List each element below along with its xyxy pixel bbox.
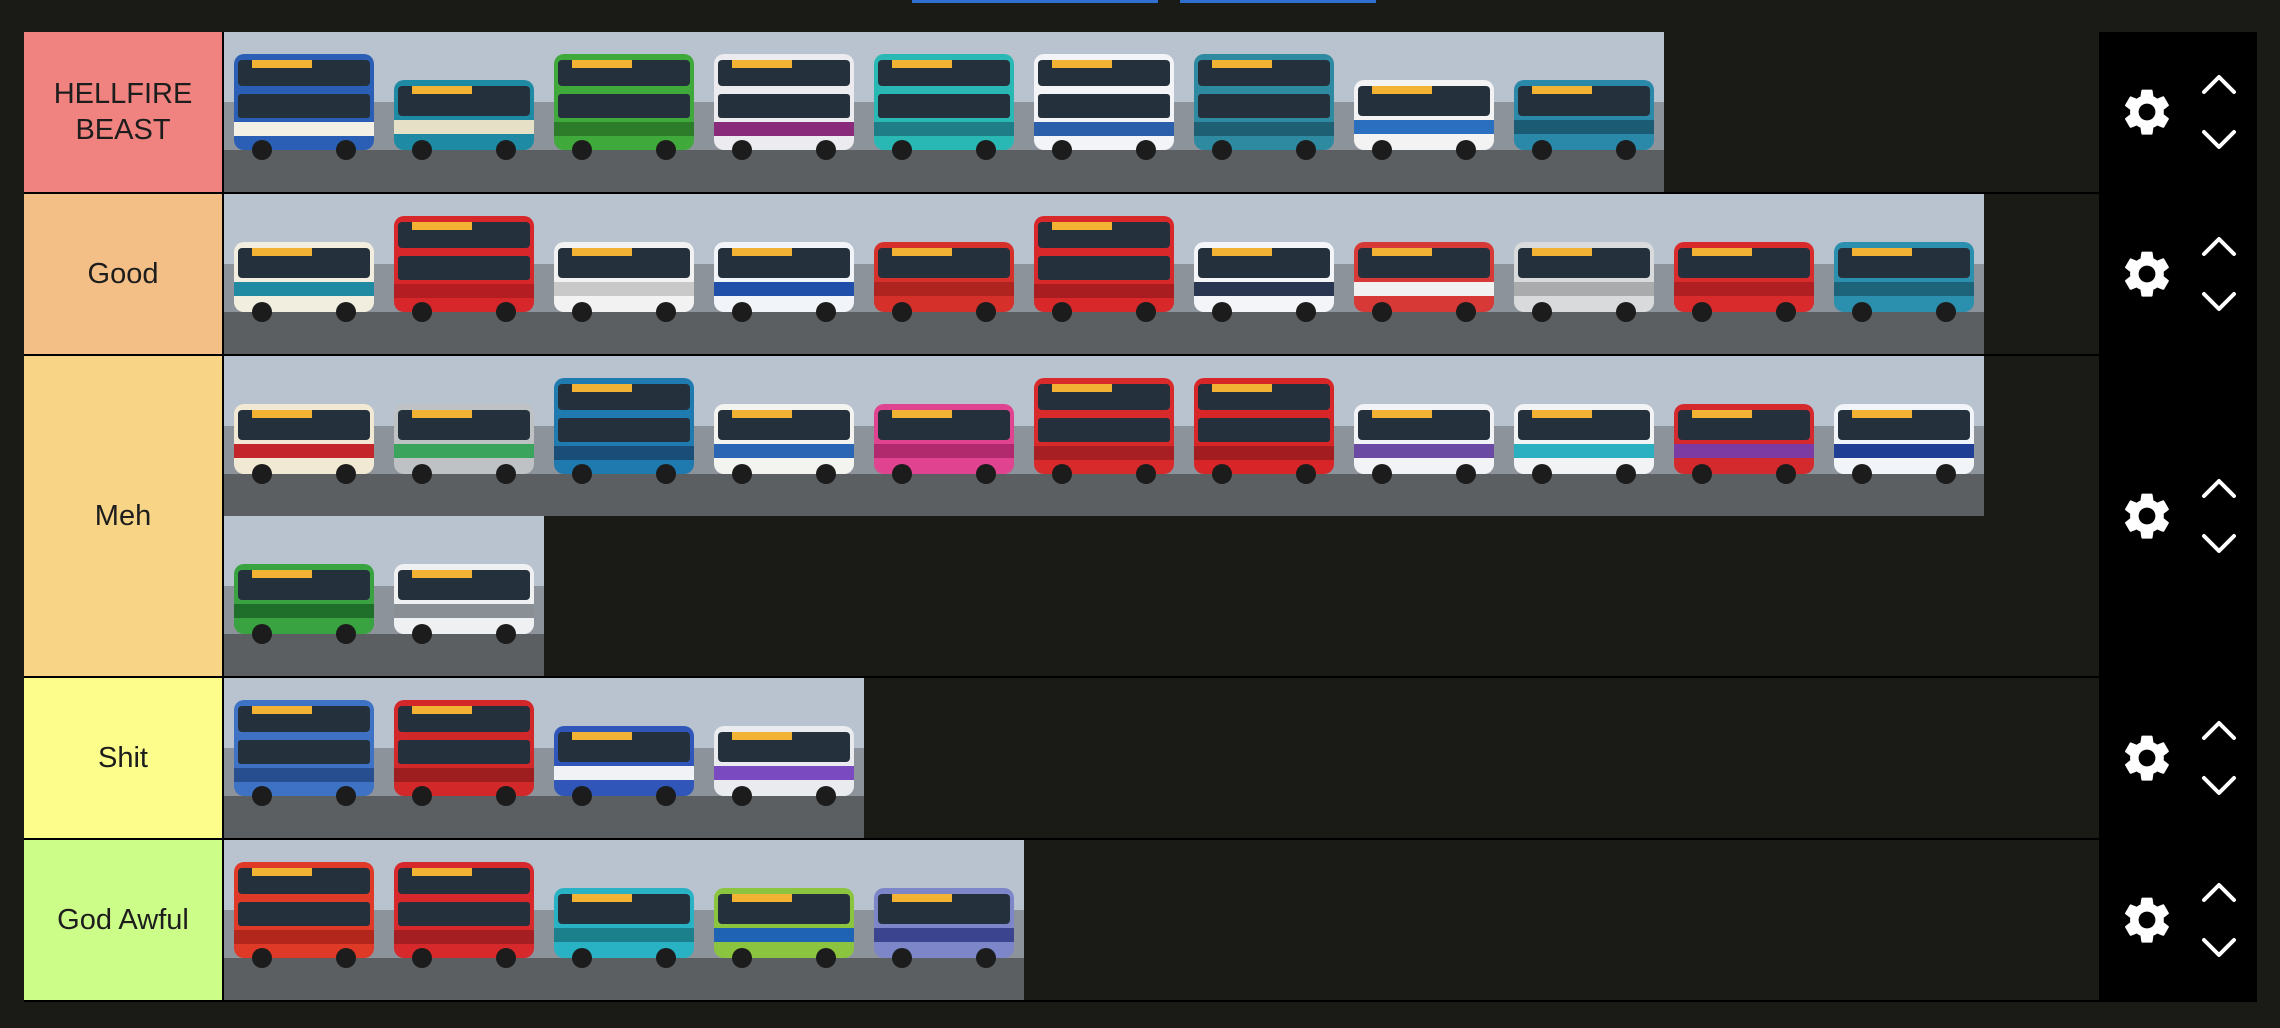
bus-image-tile[interactable] (1024, 356, 1184, 516)
tier-controls (2099, 194, 2257, 354)
bus-image-tile[interactable] (1024, 32, 1184, 192)
tier-row: Shit (24, 678, 2257, 840)
tier-items-dropzone[interactable] (224, 32, 2099, 192)
bus-image-tile[interactable] (384, 194, 544, 354)
tier-label[interactable]: Meh (24, 356, 224, 676)
bus-image-tile[interactable] (1504, 356, 1664, 516)
bus-image-tile[interactable] (704, 356, 864, 516)
tier-items-dropzone[interactable] (224, 840, 2099, 1000)
bus-image-tile[interactable] (224, 356, 384, 516)
gear-icon[interactable] (2117, 728, 2177, 788)
tier-label[interactable]: Good (24, 194, 224, 354)
tier-label[interactable]: HELLFIRE BEAST (24, 32, 224, 192)
bus-image-tile[interactable] (864, 356, 1024, 516)
move-arrows (2199, 70, 2239, 154)
chevron-up-icon[interactable] (2199, 878, 2239, 906)
bus-image-tile[interactable] (1824, 356, 1984, 516)
tier-row: God Awful (24, 840, 2257, 1002)
top-button-right[interactable] (1180, 0, 1376, 3)
bus-image-tile[interactable] (1344, 32, 1504, 192)
top-button-left[interactable] (912, 0, 1158, 3)
chevron-up-icon[interactable] (2199, 70, 2239, 98)
chevron-down-icon[interactable] (2199, 530, 2239, 558)
bus-image-tile[interactable] (1824, 194, 1984, 354)
tier-row: Good (24, 194, 2257, 356)
bus-image-tile[interactable] (224, 32, 384, 192)
gear-icon[interactable] (2117, 82, 2177, 142)
bus-image-tile[interactable] (384, 32, 544, 192)
tier-controls (2099, 678, 2257, 838)
bus-image-tile[interactable] (1184, 32, 1344, 192)
gear-icon[interactable] (2117, 890, 2177, 950)
tier-controls (2099, 356, 2257, 676)
gear-icon[interactable] (2117, 486, 2177, 546)
chevron-down-icon[interactable] (2199, 772, 2239, 800)
bus-image-tile[interactable] (1184, 356, 1344, 516)
bus-image-tile[interactable] (704, 194, 864, 354)
tier-row: Meh (24, 356, 2257, 678)
chevron-down-icon[interactable] (2199, 288, 2239, 316)
chevron-up-icon[interactable] (2199, 474, 2239, 502)
tier-list: HELLFIRE BEAST (24, 32, 2257, 1002)
bus-image-tile[interactable] (544, 840, 704, 1000)
move-arrows (2199, 878, 2239, 962)
bus-image-tile[interactable] (224, 678, 384, 838)
chevron-down-icon[interactable] (2199, 934, 2239, 962)
bus-image-tile[interactable] (1664, 356, 1824, 516)
bus-image-tile[interactable] (384, 356, 544, 516)
tier-row: HELLFIRE BEAST (24, 32, 2257, 194)
tier-items-dropzone[interactable] (224, 678, 2099, 838)
bus-image-tile[interactable] (224, 516, 384, 676)
chevron-up-icon[interactable] (2199, 232, 2239, 260)
bus-image-tile[interactable] (1344, 194, 1504, 354)
bus-image-tile[interactable] (224, 194, 384, 354)
move-arrows (2199, 474, 2239, 558)
bus-image-tile[interactable] (544, 194, 704, 354)
bus-image-tile[interactable] (1024, 194, 1184, 354)
bus-image-tile[interactable] (384, 678, 544, 838)
bus-image-tile[interactable] (864, 194, 1024, 354)
chevron-down-icon[interactable] (2199, 126, 2239, 154)
tier-label[interactable]: God Awful (24, 840, 224, 1000)
bus-image-tile[interactable] (1344, 356, 1504, 516)
bus-image-tile[interactable] (544, 356, 704, 516)
bus-image-tile[interactable] (1504, 194, 1664, 354)
gear-icon[interactable] (2117, 244, 2177, 304)
bus-image-tile[interactable] (1504, 32, 1664, 192)
bus-image-tile[interactable] (384, 840, 544, 1000)
bus-image-tile[interactable] (544, 678, 704, 838)
move-arrows (2199, 232, 2239, 316)
bus-image-tile[interactable] (1184, 194, 1344, 354)
bus-image-tile[interactable] (704, 32, 864, 192)
tier-items-dropzone[interactable] (224, 356, 2099, 676)
bus-image-tile[interactable] (384, 516, 544, 676)
chevron-up-icon[interactable] (2199, 716, 2239, 744)
bus-image-tile[interactable] (704, 840, 864, 1000)
bus-image-tile[interactable] (704, 678, 864, 838)
bus-image-tile[interactable] (544, 32, 704, 192)
tier-controls (2099, 32, 2257, 192)
bus-image-tile[interactable] (864, 32, 1024, 192)
bus-image-tile[interactable] (864, 840, 1024, 1000)
tier-label[interactable]: Shit (24, 678, 224, 838)
tier-controls (2099, 840, 2257, 1000)
bus-image-tile[interactable] (1664, 194, 1824, 354)
move-arrows (2199, 716, 2239, 800)
bus-image-tile[interactable] (224, 840, 384, 1000)
tier-items-dropzone[interactable] (224, 194, 2099, 354)
